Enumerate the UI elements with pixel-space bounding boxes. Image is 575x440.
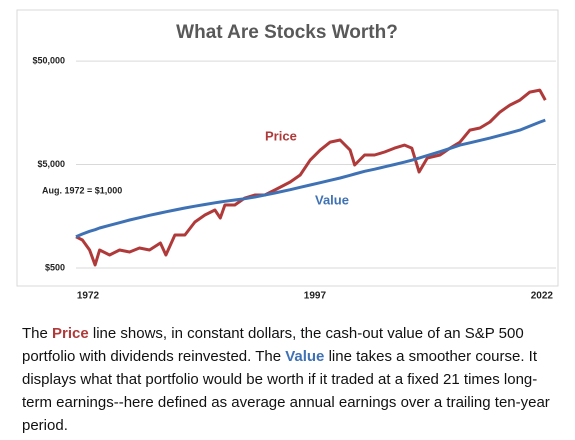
data-line bbox=[75, 88, 547, 267]
caption: The Price line shows, in constant dollar… bbox=[22, 322, 567, 437]
caption-text: line shows, in constant dollars, the cas… bbox=[22, 325, 524, 365]
caption-text: The bbox=[22, 325, 53, 342]
data-line bbox=[75, 118, 546, 239]
y-tick-label: $5,000 bbox=[37, 159, 65, 169]
caption-text: line takes a smoother course. It display… bbox=[22, 348, 550, 434]
caption-keyword: Value bbox=[285, 348, 325, 365]
legend-label: Price bbox=[265, 128, 297, 143]
chart-title: What Are Stocks Worth? bbox=[176, 22, 398, 43]
x-tick-label: 2022 bbox=[531, 291, 554, 302]
caption-keyword: Price bbox=[52, 325, 89, 342]
x-tick-label: 1997 bbox=[304, 291, 327, 302]
chart: What Are Stocks Worth? Aug. 1972 = $1,00… bbox=[16, 9, 559, 302]
annotation: Aug. 1972 = $1,000 bbox=[42, 185, 122, 195]
y-tick-label: $50,000 bbox=[32, 55, 65, 65]
x-tick-label: 1972 bbox=[77, 291, 100, 302]
legend-label: Value bbox=[315, 192, 349, 207]
y-tick-label: $500 bbox=[45, 262, 65, 272]
chart-frame bbox=[16, 9, 559, 287]
